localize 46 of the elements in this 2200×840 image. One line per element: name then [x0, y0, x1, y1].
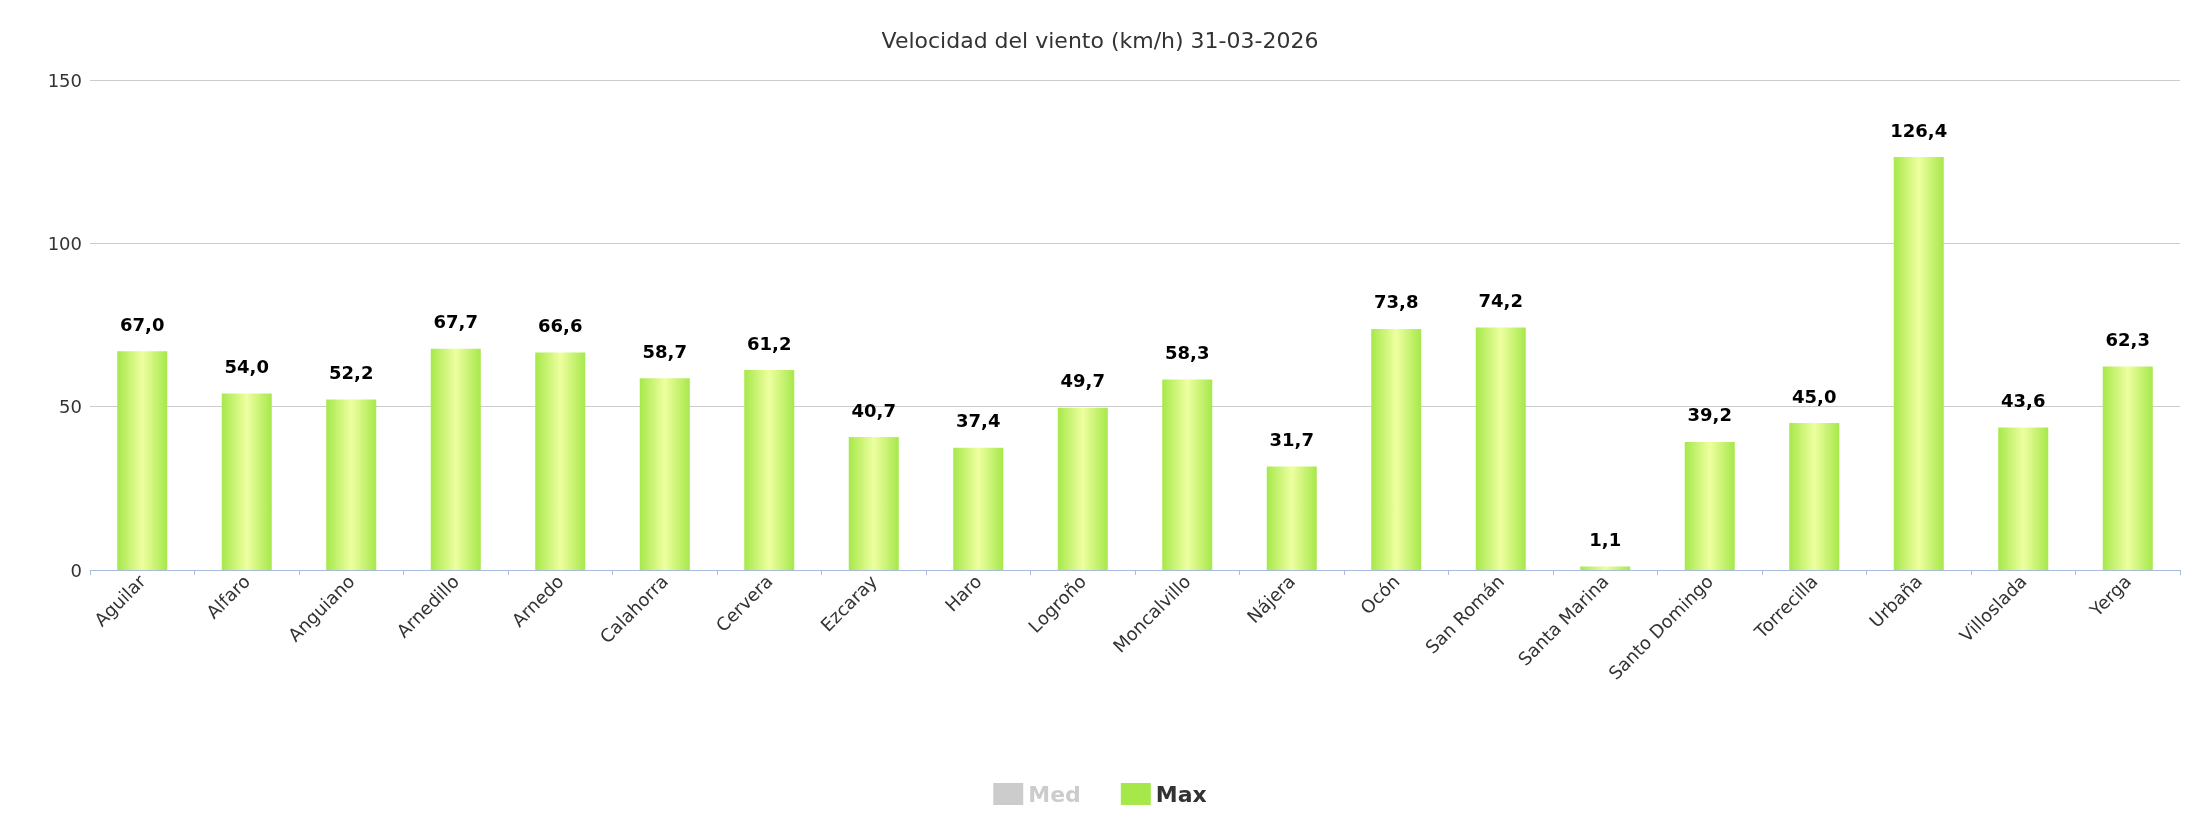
y-tick-label: 150: [47, 69, 82, 91]
data-label: 45,0: [1792, 385, 1837, 407]
data-label: 74,2: [1478, 290, 1523, 312]
data-label: 66,6: [538, 314, 583, 336]
data-label: 62,3: [2105, 328, 2150, 350]
data-label: 58,3: [1165, 342, 1210, 364]
chart-title: Velocidad del viento (km/h) 31-03-2026: [881, 27, 1319, 53]
data-label: 49,7: [1060, 370, 1105, 392]
bar: [1893, 157, 1944, 570]
bar: [326, 399, 377, 570]
data-label: 40,7: [851, 399, 896, 421]
bar: [1684, 441, 1735, 570]
bar: [953, 447, 1004, 570]
bar: [1162, 379, 1213, 570]
data-label: 67,7: [433, 311, 478, 333]
data-label: 37,4: [956, 410, 1001, 432]
bar: [430, 348, 481, 570]
bar: [1371, 328, 1422, 570]
bar: [535, 352, 586, 570]
bar: [117, 351, 168, 570]
data-label: 73,8: [1374, 291, 1419, 313]
data-label: 1,1: [1589, 528, 1622, 550]
bar: [1057, 407, 1108, 570]
data-label: 54,0: [224, 356, 269, 378]
data-label: 39,2: [1687, 404, 1732, 426]
bar: [1475, 327, 1526, 570]
data-label: 67,0: [120, 313, 165, 335]
bar: [848, 437, 899, 570]
y-tick-label: 50: [59, 396, 82, 418]
bar: [744, 370, 795, 570]
data-label: 43,6: [2001, 390, 2046, 412]
data-label: 52,2: [329, 361, 374, 383]
data-label: 31,7: [1269, 428, 1314, 450]
legend-label: Max: [1155, 781, 1207, 807]
data-label: 61,2: [747, 332, 792, 354]
data-label: 58,7: [642, 340, 687, 362]
y-tick-label: 0: [70, 559, 82, 581]
bar: [639, 378, 690, 570]
bar: [2102, 366, 2153, 570]
bar: [1580, 566, 1631, 570]
bar: [1266, 466, 1317, 570]
bar: [1998, 427, 2049, 570]
data-label: 126,4: [1890, 119, 1948, 141]
bar: [221, 393, 272, 570]
y-tick-label: 100: [47, 232, 82, 254]
bar: [1789, 423, 1840, 570]
